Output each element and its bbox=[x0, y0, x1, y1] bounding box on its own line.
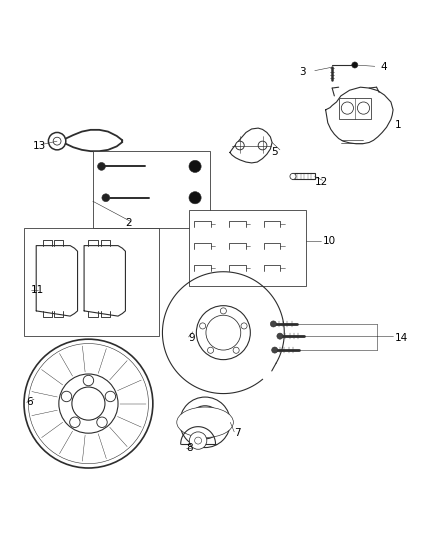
Ellipse shape bbox=[177, 407, 233, 438]
Circle shape bbox=[357, 102, 370, 114]
Text: 2: 2 bbox=[125, 218, 132, 228]
Text: 14: 14 bbox=[395, 333, 409, 343]
Circle shape bbox=[200, 323, 206, 329]
Circle shape bbox=[206, 315, 241, 350]
Text: 9: 9 bbox=[188, 333, 195, 343]
Circle shape bbox=[61, 391, 72, 402]
Bar bbox=[339, 98, 371, 118]
Circle shape bbox=[105, 391, 116, 402]
Circle shape bbox=[272, 347, 278, 353]
Circle shape bbox=[196, 305, 251, 360]
Text: 13: 13 bbox=[33, 141, 46, 150]
Circle shape bbox=[24, 339, 153, 468]
Bar bbox=[292, 173, 315, 180]
Bar bbox=[93, 151, 210, 228]
Circle shape bbox=[208, 347, 214, 353]
Circle shape bbox=[241, 323, 247, 329]
Circle shape bbox=[102, 194, 110, 201]
Bar bbox=[188, 210, 306, 286]
Polygon shape bbox=[84, 246, 125, 316]
Circle shape bbox=[341, 102, 353, 114]
Text: 11: 11 bbox=[31, 286, 44, 295]
Circle shape bbox=[48, 133, 66, 150]
Circle shape bbox=[53, 137, 61, 145]
Circle shape bbox=[290, 173, 296, 180]
Text: 7: 7 bbox=[234, 428, 241, 438]
Circle shape bbox=[258, 141, 267, 150]
Circle shape bbox=[277, 333, 283, 339]
Polygon shape bbox=[36, 246, 78, 316]
Circle shape bbox=[188, 406, 222, 439]
Text: 10: 10 bbox=[322, 236, 336, 246]
Circle shape bbox=[189, 432, 207, 449]
Text: 5: 5 bbox=[271, 148, 278, 157]
Circle shape bbox=[189, 160, 201, 173]
Circle shape bbox=[97, 417, 107, 427]
Circle shape bbox=[220, 308, 226, 314]
Circle shape bbox=[197, 415, 213, 430]
Circle shape bbox=[70, 417, 80, 427]
Text: 12: 12 bbox=[315, 176, 328, 187]
Text: 4: 4 bbox=[380, 62, 387, 72]
Circle shape bbox=[194, 437, 201, 444]
Circle shape bbox=[83, 375, 94, 386]
Circle shape bbox=[72, 387, 105, 420]
Bar bbox=[24, 228, 159, 336]
Circle shape bbox=[180, 397, 230, 448]
Circle shape bbox=[233, 347, 239, 353]
Text: 1: 1 bbox=[395, 120, 402, 130]
Circle shape bbox=[189, 192, 201, 204]
Circle shape bbox=[28, 344, 148, 464]
Circle shape bbox=[236, 141, 244, 150]
Circle shape bbox=[352, 62, 358, 68]
Circle shape bbox=[59, 374, 118, 433]
Text: 8: 8 bbox=[186, 443, 193, 454]
Text: 3: 3 bbox=[300, 67, 306, 77]
Circle shape bbox=[270, 321, 276, 327]
Circle shape bbox=[98, 163, 106, 171]
Text: 6: 6 bbox=[27, 397, 33, 407]
